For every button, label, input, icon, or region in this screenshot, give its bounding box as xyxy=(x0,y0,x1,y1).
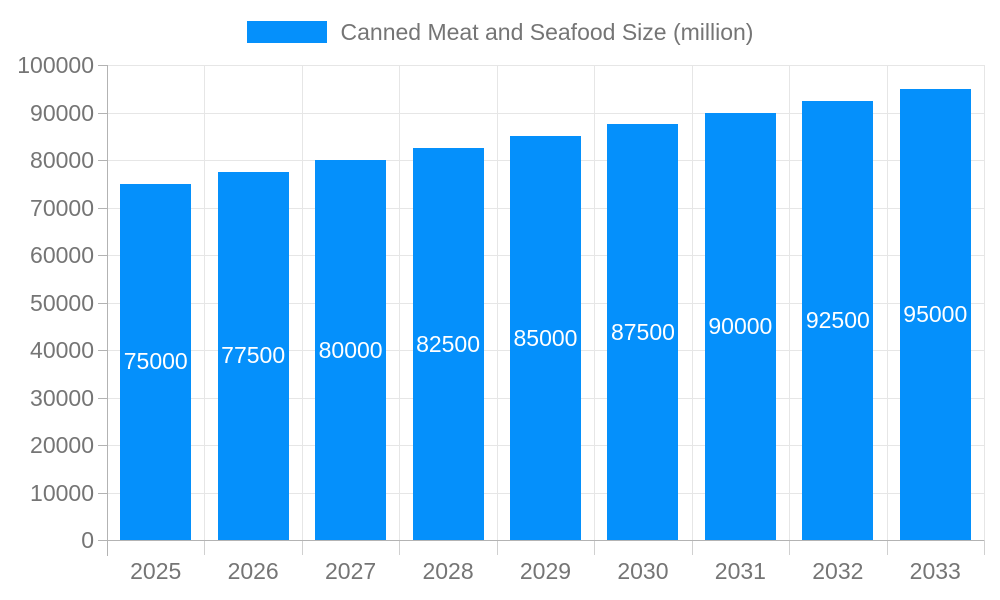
y-tick-label: 0 xyxy=(81,527,94,553)
bar-value-label: 92500 xyxy=(805,306,870,333)
v-gridline xyxy=(594,65,596,540)
legend-label: Canned Meat and Seafood Size (million) xyxy=(340,18,754,45)
y-tick-mark xyxy=(98,540,107,541)
x-tick-label: 2027 xyxy=(325,558,377,584)
bar-value-label: 90000 xyxy=(708,312,773,339)
v-gridline xyxy=(399,65,401,540)
y-tick-label: 90000 xyxy=(30,99,94,126)
x-tick-mark xyxy=(496,540,498,555)
y-tick-mark xyxy=(98,255,107,256)
y-tick-mark xyxy=(98,397,107,399)
h-gridline xyxy=(107,112,984,114)
x-tick-label: 2033 xyxy=(909,558,961,584)
y-tick-mark xyxy=(98,445,107,446)
v-gridline xyxy=(204,65,206,540)
y-tick-label: 30000 xyxy=(30,384,94,411)
y-tick-label: 50000 xyxy=(30,289,94,316)
y-tick-label: 80000 xyxy=(30,147,94,173)
y-tick-label: 20000 xyxy=(30,432,94,458)
bar-value-label: 82500 xyxy=(416,330,481,357)
v-gridline xyxy=(301,65,303,540)
y-tick-mark xyxy=(98,207,107,209)
x-tick-label: 2032 xyxy=(812,558,864,584)
bar-value-label: 80000 xyxy=(318,336,383,363)
bar: 82500 xyxy=(412,148,484,540)
y-tick-label: 100000 xyxy=(17,52,94,78)
legend: Canned Meat and Seafood Size (million) xyxy=(0,16,1000,48)
y-tick-mark xyxy=(98,65,107,66)
bar-value-label: 75000 xyxy=(123,348,188,375)
bar: 87500 xyxy=(607,124,679,540)
x-tick-mark xyxy=(301,540,303,555)
x-tick-mark xyxy=(594,540,596,555)
bar: 77500 xyxy=(217,171,289,540)
legend-swatch xyxy=(246,21,327,43)
x-tick-label: 2028 xyxy=(422,558,474,584)
bar-value-label: 87500 xyxy=(610,318,675,345)
y-tick-mark xyxy=(98,350,107,351)
x-tick-mark xyxy=(204,540,206,555)
bar: 75000 xyxy=(120,183,192,540)
bar-value-label: 95000 xyxy=(903,300,968,327)
x-tick-mark xyxy=(886,540,888,555)
y-tick-label: 40000 xyxy=(30,337,94,363)
y-tick-mark xyxy=(98,160,107,161)
v-gridline xyxy=(789,65,791,540)
bar: 92500 xyxy=(802,100,874,540)
y-tick-label: 70000 xyxy=(30,194,94,221)
h-gridline xyxy=(107,65,984,66)
v-gridline xyxy=(496,65,498,540)
x-axis-line xyxy=(107,540,984,541)
bar: 80000 xyxy=(315,160,387,540)
bar: 85000 xyxy=(510,136,581,540)
y-tick-mark xyxy=(98,492,107,494)
y-tick-mark xyxy=(98,112,107,114)
x-tick-mark xyxy=(691,540,693,555)
x-tick-label: 2026 xyxy=(227,558,279,584)
bar-value-label: 77500 xyxy=(221,342,286,369)
x-tick-label: 2031 xyxy=(714,558,766,584)
x-tick-mark xyxy=(984,540,985,555)
v-gridline xyxy=(886,65,888,540)
v-gridline xyxy=(691,65,693,540)
x-tick-mark xyxy=(399,540,401,555)
x-tick-label: 2025 xyxy=(130,558,182,584)
y-tick-label: 10000 xyxy=(30,479,94,506)
v-gridline xyxy=(984,65,985,540)
x-tick-label: 2029 xyxy=(519,558,572,584)
x-tick-label: 2030 xyxy=(617,558,669,584)
x-tick-mark xyxy=(789,540,791,555)
y-tick-mark xyxy=(98,302,107,304)
bar: 90000 xyxy=(704,112,776,540)
y-axis-line xyxy=(107,65,108,556)
bar-value-label: 85000 xyxy=(513,324,578,351)
bar: 95000 xyxy=(899,88,971,540)
y-tick-label: 60000 xyxy=(30,242,94,268)
